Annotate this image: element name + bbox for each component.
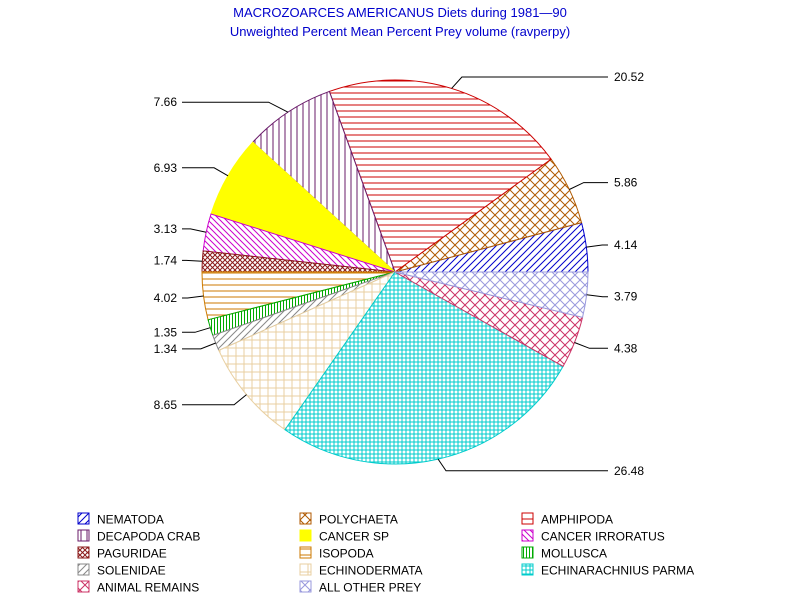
legend-swatch-isopoda <box>299 546 312 559</box>
legend-swatch-polychaeta <box>299 512 312 525</box>
legend-item-isopoda: ISOPODA <box>299 546 374 561</box>
legend-label-isopoda: ISOPODA <box>319 547 374 561</box>
legend-swatch-amphipoda <box>521 512 534 525</box>
value-label-amphipoda: 20.52 <box>614 70 644 84</box>
legend-item-cancer-sp: CANCER SP <box>299 529 389 544</box>
legend-label-echinodermata: ECHINODERMATA <box>319 564 423 578</box>
value-label-animal-remains: 4.38 <box>614 341 638 355</box>
value-label-polychaeta: 5.86 <box>614 176 638 190</box>
legend-label-polychaeta: POLYCHAETA <box>319 513 398 527</box>
legend-item-polychaeta: POLYCHAETA <box>299 512 398 527</box>
legend-label-nematoda: NEMATODA <box>97 513 164 527</box>
pie-slice-amphipoda <box>328 79 552 273</box>
value-label-cancer-irroratus: 3.13 <box>154 222 178 236</box>
legend-item-nematoda: NEMATODA <box>77 512 164 527</box>
legend-label-mollusca: MOLLUSCA <box>541 547 607 561</box>
value-label-solenidae: 1.34 <box>154 342 178 356</box>
legend-swatch-mollusca <box>521 546 534 559</box>
legend-item-paguridae: PAGURIDAE <box>77 546 167 561</box>
legend-item-solenidae: SOLENIDAE <box>77 563 166 578</box>
legend-swatch-paguridae <box>77 546 90 559</box>
leader-line-decapoda-crab <box>182 101 289 113</box>
legend-swatch-all-other-prey <box>299 580 312 593</box>
legend-label-cancer-irroratus: CANCER IRRORATUS <box>541 530 665 544</box>
legend-item-mollusca: MOLLUSCA <box>521 546 607 561</box>
legend-swatch-echinodermata <box>299 563 312 576</box>
leader-line-all-other-prey <box>586 294 608 298</box>
legend-item-echinarachnius-parma: ECHINARACHNIUS PARMA <box>521 563 694 578</box>
value-labels: 4.14 5.86 20.52 7.66 6.93 3.13 1.74 4.02 1.35 1.3… <box>154 70 645 478</box>
legend-label-all-other-prey: ALL OTHER PREY <box>319 581 421 595</box>
value-label-mollusca: 1.35 <box>154 325 178 339</box>
pie-slices <box>201 79 589 465</box>
value-label-paguridae: 1.74 <box>154 253 178 267</box>
chart-title: MACROZOARCES AMERICANUS Diets during 198… <box>233 5 567 20</box>
value-label-nematoda: 4.14 <box>614 238 638 252</box>
legend-swatch-decapoda-crab <box>77 529 90 542</box>
value-label-all-other-prey: 3.79 <box>614 290 638 304</box>
leader-line-echinarachnius-parma <box>437 458 608 472</box>
leader-line-solenidae <box>182 342 216 350</box>
leader-line-nematoda <box>586 244 608 248</box>
legend: NEMATODA POLYCHAETA AMPHIPODA DECAPODA CRAB… <box>77 512 694 595</box>
leader-line-amphipoda <box>451 76 608 89</box>
value-label-echinodermata: 8.65 <box>154 398 178 412</box>
legend-label-cancer-sp: CANCER SP <box>319 530 389 544</box>
pie-slice-decapoda-crab <box>252 90 396 273</box>
legend-swatch-cancer-irroratus <box>521 529 534 542</box>
leader-lines <box>182 76 608 472</box>
legend-swatch-solenidae <box>77 563 90 576</box>
legend-item-cancer-irroratus: CANCER IRRORATUS <box>521 529 665 544</box>
legend-item-echinodermata: ECHINODERMATA <box>299 563 423 578</box>
legend-swatch-nematoda <box>77 512 90 525</box>
leader-line-cancer-sp <box>182 167 229 177</box>
leader-line-isopoda <box>182 295 204 299</box>
legend-label-echinarachnius-parma: ECHINARACHNIUS PARMA <box>541 564 694 578</box>
legend-item-all-other-prey: ALL OTHER PREY <box>299 580 421 595</box>
legend-swatch-echinarachnius-parma <box>521 563 534 576</box>
legend-item-decapoda-crab: DECAPODA CRAB <box>77 529 200 544</box>
legend-item-animal-remains: ANIMAL REMAINS <box>77 580 199 595</box>
value-label-decapoda-crab: 7.66 <box>154 95 178 109</box>
value-label-cancer-sp: 6.93 <box>154 161 178 175</box>
leader-line-polychaeta <box>569 182 608 190</box>
legend-label-animal-remains: ANIMAL REMAINS <box>97 581 199 595</box>
legend-label-decapoda-crab: DECAPODA CRAB <box>97 530 200 544</box>
legend-label-solenidae: SOLENIDAE <box>97 564 166 578</box>
legend-swatch-cancer-sp <box>299 529 312 542</box>
legend-label-amphipoda: AMPHIPODA <box>541 513 613 527</box>
legend-label-paguridae: PAGURIDAE <box>97 547 167 561</box>
leader-line-echinodermata <box>182 394 247 406</box>
leader-line-mollusca <box>182 327 211 333</box>
legend-swatch-animal-remains <box>77 580 90 593</box>
leader-line-cancer-irroratus <box>182 228 207 233</box>
chart-subtitle: Unweighted Percent Mean Percent Prey vol… <box>230 24 570 39</box>
leader-line-paguridae <box>182 259 203 262</box>
leader-line-animal-remains <box>574 342 608 349</box>
value-label-isopoda: 4.02 <box>154 291 178 305</box>
value-label-echinarachnius-parma: 26.48 <box>614 464 644 478</box>
legend-item-amphipoda: AMPHIPODA <box>521 512 613 527</box>
